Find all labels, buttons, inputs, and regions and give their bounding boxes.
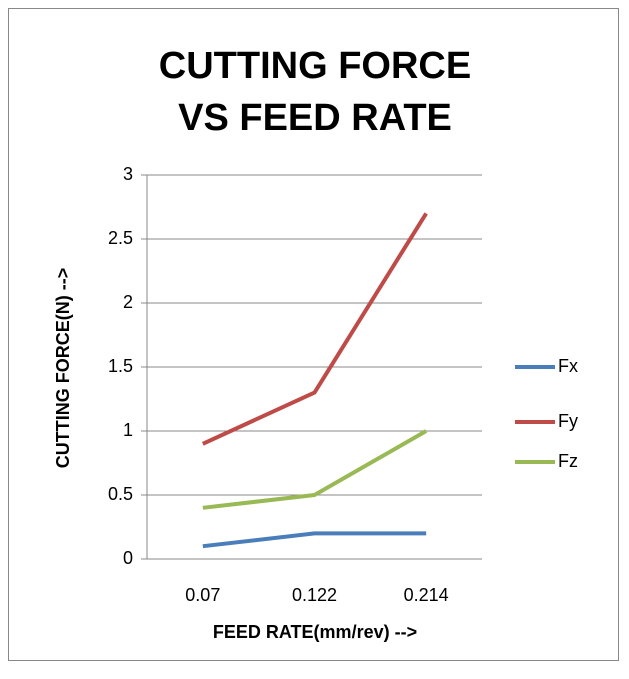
legend-label: Fz bbox=[558, 451, 578, 471]
legend-label: Fx bbox=[558, 356, 578, 376]
y-tick-label: 1 bbox=[123, 420, 133, 440]
y-tick-label: 0.5 bbox=[108, 484, 133, 504]
chart-frame bbox=[8, 8, 619, 661]
series-line bbox=[201, 212, 428, 446]
x-axis-label: FEED RATE(mm/rev) --> bbox=[213, 622, 417, 642]
y-tick-label: 2 bbox=[123, 292, 133, 312]
x-tick-label: 0.122 bbox=[292, 585, 337, 605]
y-axis-label: CUTTING FORCE(N) --> bbox=[53, 268, 73, 468]
series-line bbox=[202, 531, 427, 549]
y-tick-label: 3 bbox=[123, 164, 133, 184]
x-tick-label: 0.214 bbox=[404, 585, 449, 605]
x-tick-label: 0.07 bbox=[185, 585, 220, 605]
y-tick-label: 1.5 bbox=[108, 356, 133, 376]
y-tick-label: 0 bbox=[123, 548, 133, 568]
legend-label: Fy bbox=[558, 411, 578, 431]
y-tick-label: 2.5 bbox=[108, 228, 133, 248]
series-line bbox=[202, 429, 428, 510]
chart-title: CUTTING FORCE VS FEED RATE bbox=[158, 45, 472, 139]
